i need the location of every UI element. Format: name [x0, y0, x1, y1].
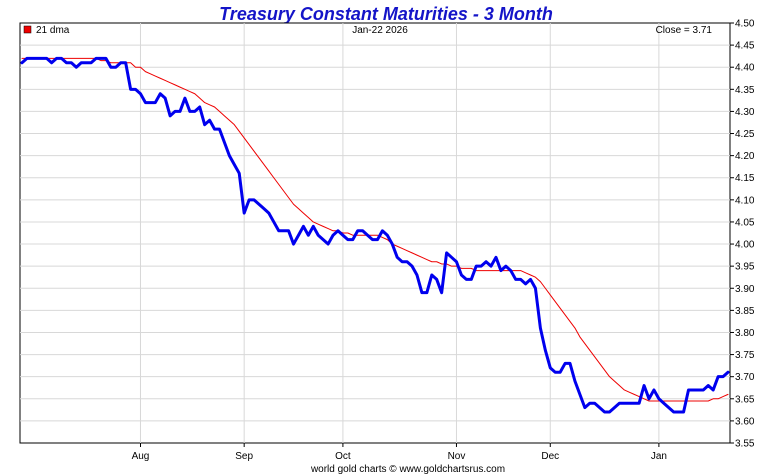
x-tick-label: Sep — [235, 451, 253, 462]
x-tick-label: Oct — [335, 451, 351, 462]
plot-area — [19, 22, 731, 444]
y-tick-label: 4.45 — [735, 41, 755, 52]
y-tick-label: 4.50 — [735, 19, 755, 30]
x-tick-label: Dec — [541, 451, 559, 462]
y-tick-label: 4.10 — [735, 195, 755, 206]
y-tick-label: 4.05 — [735, 217, 755, 228]
y-tick-label: 3.65 — [735, 394, 755, 405]
y-tick-label: 4.00 — [735, 240, 755, 251]
series — [20, 56, 730, 414]
close-label: Close = 3.71 — [656, 25, 713, 36]
y-tick-label: 3.55 — [735, 439, 755, 450]
series-line-3-month-rate — [20, 56, 730, 414]
grid — [20, 23, 730, 443]
y-tick-label: 3.60 — [735, 416, 755, 427]
y-axis: 4.50 4.45 4.40 4.35 4.30 4.25 4.20 4.15 4.10 4.05… — [730, 19, 755, 450]
y-tick-label: 3.90 — [735, 284, 755, 295]
x-tick-label: Aug — [132, 451, 150, 462]
y-tick-label: 4.20 — [735, 151, 755, 162]
x-tick-label: Jan — [651, 451, 667, 462]
y-tick-label: 4.25 — [735, 129, 755, 140]
chart-title: Treasury Constant Maturities - 3 Month — [219, 4, 553, 24]
y-tick-label: 3.80 — [735, 328, 755, 339]
x-tick-label: Nov — [448, 451, 466, 462]
x-axis: Aug Sep Oct Nov Dec Jan — [132, 443, 667, 462]
date-label: Jan-22 2026 — [352, 25, 408, 36]
y-tick-label: 4.15 — [735, 173, 755, 184]
footer-credit: world gold charts © www.goldchartsrus.co… — [310, 464, 505, 475]
legend: 21 dma — [23, 25, 70, 36]
y-tick-label: 3.85 — [735, 306, 755, 317]
series-line-21-dma — [21, 57, 729, 402]
legend-swatch-21-dma — [23, 25, 32, 34]
y-tick-label: 3.70 — [735, 372, 755, 383]
y-tick-label: 4.35 — [735, 85, 755, 96]
legend-label-21-dma: 21 dma — [36, 25, 70, 36]
y-tick-label: 3.75 — [735, 350, 755, 361]
y-tick-label: 4.30 — [735, 107, 755, 118]
y-tick-label: 3.95 — [735, 262, 755, 273]
y-tick-label: 4.40 — [735, 63, 755, 74]
